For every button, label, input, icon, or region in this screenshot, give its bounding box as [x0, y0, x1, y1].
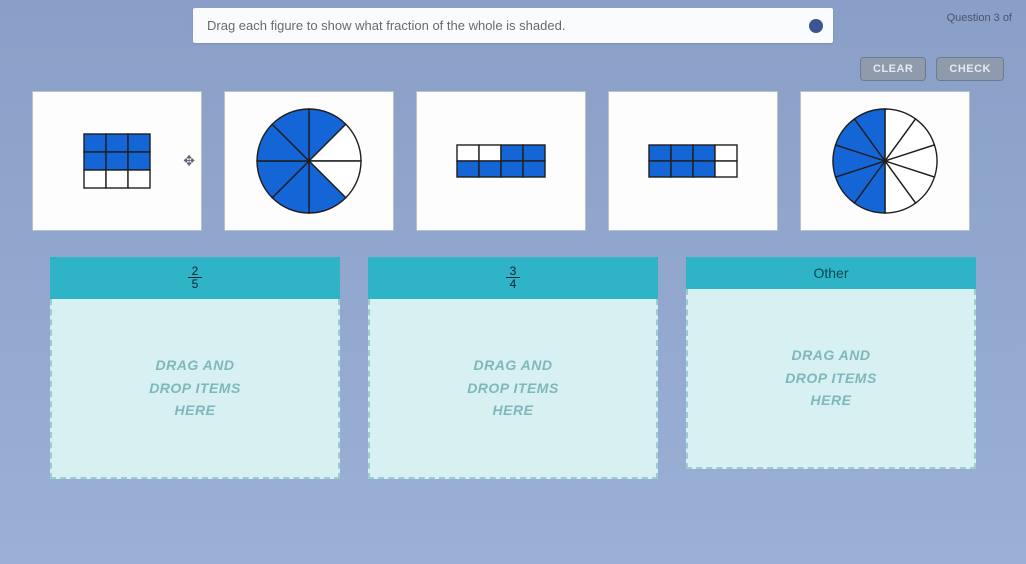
drop-zone-header: 25: [50, 257, 340, 299]
drop-zone-body[interactable]: DRAG ANDDROP ITEMSHERE: [50, 299, 340, 479]
instruction-bar: Drag each figure to show what fraction o…: [193, 8, 833, 43]
drop-zone-body[interactable]: DRAG ANDDROP ITEMSHERE: [368, 299, 658, 479]
drop-zones-row: 25DRAG ANDDROP ITEMSHERE34DRAG ANDDROP I…: [0, 231, 1026, 479]
figure-card-fig5[interactable]: [800, 91, 970, 231]
drop-zone-zone1[interactable]: 25DRAG ANDDROP ITEMSHERE: [50, 257, 340, 479]
info-dot-icon: [809, 19, 823, 33]
figure-card-fig1[interactable]: ✥: [32, 91, 202, 231]
drop-zone-body[interactable]: DRAG ANDDROP ITEMSHERE: [686, 289, 976, 469]
move-icon: ✥: [183, 153, 195, 170]
instruction-text: Drag each figure to show what fraction o…: [207, 18, 565, 33]
drop-zone-header: 34: [368, 257, 658, 299]
question-indicator: Question 3 of: [933, 8, 1026, 28]
action-buttons: CLEAR CHECK: [0, 43, 1026, 87]
check-button[interactable]: CHECK: [936, 57, 1004, 81]
drop-zone-zone2[interactable]: 34DRAG ANDDROP ITEMSHERE: [368, 257, 658, 479]
figure-card-fig4[interactable]: [608, 91, 778, 231]
drop-zone-header: Other: [686, 257, 976, 289]
figure-card-fig2[interactable]: [224, 91, 394, 231]
figure-card-fig3[interactable]: [416, 91, 586, 231]
figures-row: ✥: [0, 87, 1026, 231]
drop-zone-zone3[interactable]: OtherDRAG ANDDROP ITEMSHERE: [686, 257, 976, 479]
clear-button[interactable]: CLEAR: [860, 57, 926, 81]
